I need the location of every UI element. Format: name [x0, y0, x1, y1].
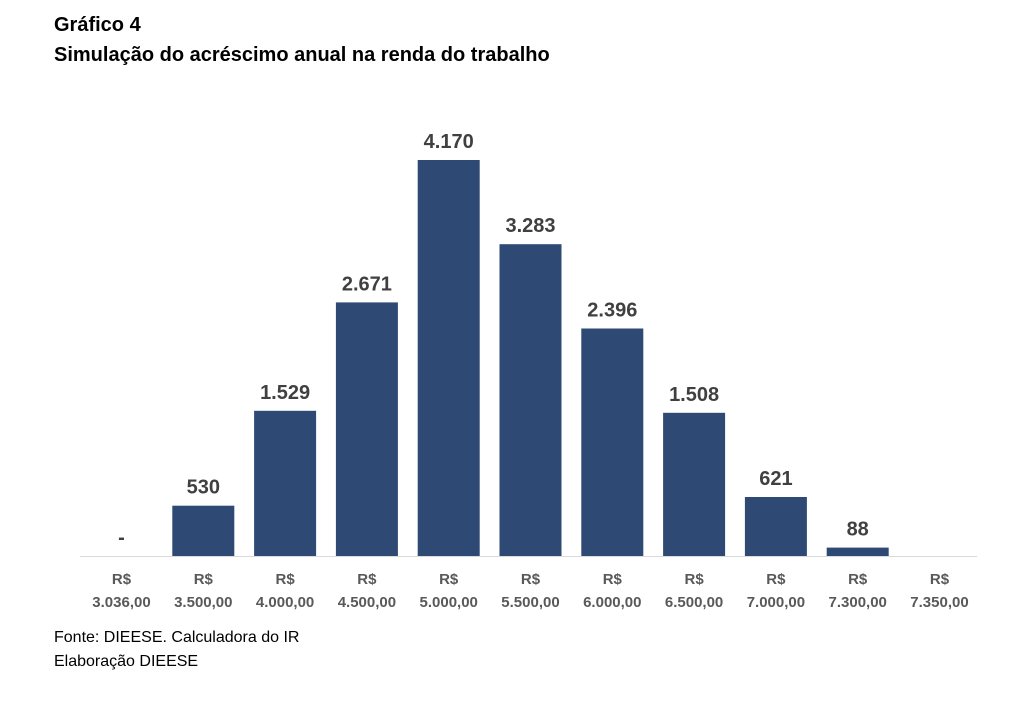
x-tick-label: R$ [685, 571, 705, 588]
x-tick-label: R$ [194, 571, 214, 588]
source-note: Fonte: DIEESE. Calculadora do IR [54, 629, 300, 646]
x-tick-label: R$ [766, 571, 786, 588]
data-label: 2.671 [342, 273, 392, 295]
x-tick-label: R$ [603, 571, 623, 588]
data-label: 621 [759, 468, 792, 490]
chart-title: Simulação do acréscimo anual na renda do… [54, 44, 550, 66]
x-tick-label: R$ [276, 571, 296, 588]
data-label: 4.170 [424, 131, 474, 153]
x-tick-label: 5.000,00 [420, 594, 478, 611]
bar [172, 505, 235, 556]
bar [335, 302, 398, 556]
data-label: 2.396 [587, 300, 637, 322]
x-tick-label: 3.036,00 [92, 594, 150, 611]
x-tick-label: 6.000,00 [583, 594, 641, 611]
x-tick-label: 7.300,00 [829, 594, 887, 611]
bar [499, 244, 562, 556]
data-label: 1.508 [669, 384, 719, 406]
x-tick-label: 7.000,00 [747, 594, 805, 611]
bar [663, 412, 726, 556]
x-tick-label: R$ [848, 571, 868, 588]
data-label: 88 [847, 519, 869, 541]
x-tick-label: 4.500,00 [338, 594, 396, 611]
data-label: 1.529 [260, 382, 310, 404]
tick-labels-layer: R$ 3.036,00 R$ 3.500,00 R$ 4.000,00 R$ 4.500,00… [92, 571, 968, 611]
x-tick-label: R$ [930, 571, 950, 588]
x-tick-label: 3.500,00 [174, 594, 232, 611]
bar [417, 160, 480, 556]
x-tick-label: 5.500,00 [501, 594, 559, 611]
x-tick-label: 4.000,00 [256, 594, 314, 611]
bars-layer [172, 160, 889, 556]
x-tick-label: 6.500,00 [665, 594, 723, 611]
bar [744, 497, 807, 556]
data-label: - [118, 527, 125, 549]
x-tick-label: 7.350,00 [910, 594, 968, 611]
x-tick-label: R$ [357, 571, 377, 588]
data-labels-layer: - 530 1.529 2.671 4.170 3.283 2.396 1.508 621 88 [118, 131, 869, 549]
bar [826, 547, 889, 556]
bar [254, 410, 317, 556]
chart-title-number: Gráfico 4 [54, 14, 141, 36]
data-label: 3.283 [505, 215, 555, 237]
x-tick-label: R$ [439, 571, 459, 588]
bar [581, 328, 644, 556]
x-tick-label: R$ [521, 571, 541, 588]
x-tick-label: R$ [112, 571, 132, 588]
data-label: 530 [187, 477, 220, 499]
credit-note: Elaboração DIEESE [54, 653, 199, 670]
